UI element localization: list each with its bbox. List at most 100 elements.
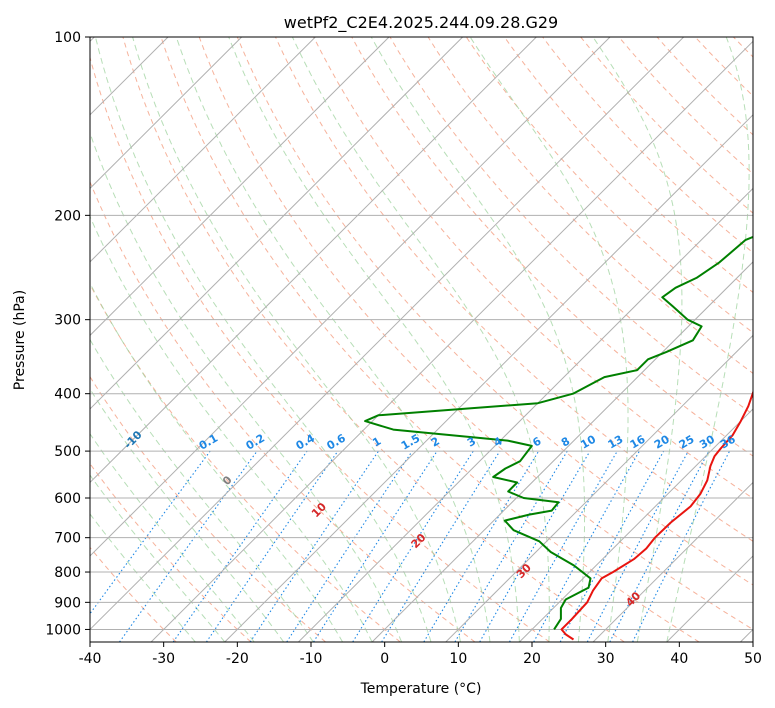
mixing-ratio-line [533,450,640,642]
y-tick-label: 700 [54,531,81,547]
chart-title: wetPf2_C2E4.2025.244.09.28.G29 [284,13,558,33]
x-tick-label: 10 [449,651,467,667]
mixing-ratio-line [479,450,591,642]
y-tick-label: 400 [54,387,81,403]
isotherm-line [298,187,753,642]
dry-adiabat-line [503,37,753,294]
moist-adiabat-line [90,513,196,642]
isotherm-line [90,37,611,557]
y-axis-label: Pressure (hPa) [12,290,28,390]
mixing-ratio-line [509,450,618,642]
moist-adiabat-line [228,37,520,642]
moist-adiabat-line [175,37,491,642]
isotherm-line [90,37,537,484]
moist-adiabat-line [90,131,403,642]
y-tick-label: 200 [54,208,81,224]
isotherm-line [592,481,753,642]
plot-frame [89,36,754,643]
dry-adiabat-label: 10 [309,500,329,520]
moist-adiabat-line [592,37,683,642]
mixing-ratio-line [313,450,438,642]
x-axis: -40 -30 -20 -10 0 10 20 30 40 50 [79,642,762,667]
mixing-ratio-line [423,450,540,642]
mixing-ratio-line [205,450,339,642]
isotherm-line [371,261,753,642]
x-tick-label: -40 [79,651,102,667]
dry-adiabat-label: 0 [220,473,235,488]
y-tick-label: 1000 [45,622,81,638]
mixing-ratio-line [559,450,665,642]
x-tick-label: 30 [597,651,615,667]
y-tick-label: 600 [54,491,81,507]
y-tick-label: 300 [54,313,81,329]
y-tick-label: 500 [54,444,81,460]
dry-adiabat-line [389,37,753,416]
y-tick-label: 100 [54,30,81,46]
mixing-ratio-line [119,450,258,642]
dry-adiabat-line [772,37,775,642]
dry-adiabat-label: 20 [409,531,429,551]
moist-adiabat-line [370,37,586,642]
dewpoint-profile-line [364,235,753,630]
dry-adiabat-line [122,37,625,642]
dry-adiabat-label: 30 [514,561,534,581]
moist-adiabat-line [90,388,285,642]
mixing-ratio-label: 1.5 [399,432,422,453]
x-axis-label: Temperature (°C) [360,681,482,697]
y-axis: 100 200 300 400 500 600 700 800 900 1000 [45,30,90,638]
dry-adiabat-line [580,37,753,214]
x-tick-label: -10 [300,651,323,667]
x-tick-label: 20 [523,651,541,667]
mixing-ratio-line [586,450,689,642]
mixing-ratio-label: 0.1 [197,432,220,453]
profiles [364,235,753,641]
mixing-ratio-label: 25 [677,433,697,452]
mixing-ratio-label: 0.4 [294,431,318,452]
isotherm-line [90,37,464,410]
dry-adiabat-line [694,37,753,97]
isotherm-line [90,37,243,190]
dry-adiabat-line [465,37,753,334]
isotherm-line [666,555,753,642]
dry-adiabat-line [90,180,476,642]
isotherm-line [90,37,390,337]
moist-adiabat-line [132,37,461,642]
isoline-labels: 0.10.20.40.611.52346810131620253036-100-… [121,428,738,609]
moist-adiabat-line [666,37,750,642]
isotherm-line [224,114,753,642]
dry-adiabat-line [427,37,753,374]
dry-adiabat-line [542,37,753,254]
moist-adiabat-line [95,37,432,642]
mixing-ratio-label: 13 [606,433,626,452]
grid-lines [90,37,753,642]
isotherm-line [90,37,316,263]
mixing-ratio-label: 8 [559,435,572,450]
mixing-ratio-label: 30 [697,432,717,451]
moist-adiabat-line [90,282,344,642]
background-lines [90,37,775,642]
y-tick-label: 900 [54,595,81,611]
dry-adiabat-line [90,283,401,642]
isotherm-line [519,408,753,642]
isotherm-line [150,40,753,642]
dry-adiabat-line [198,37,753,631]
x-tick-label: 0 [380,651,389,667]
dry-adiabat-line [618,37,753,175]
mixing-ratio-label: 0.2 [244,432,267,453]
moist-adiabat-line [291,37,550,642]
mixing-ratio-line [172,450,308,642]
moist-adiabat-line [90,215,373,642]
isotherm-line [90,37,685,631]
x-tick-label: -20 [226,651,249,667]
x-tick-label: 40 [670,651,688,667]
moist-adiabat-line [90,432,255,642]
mixing-ratio-line [381,450,501,642]
moist-adiabat-line [90,338,314,642]
moist-adiabat-line [90,474,226,642]
temperature-profile-line [560,389,753,641]
mixing-ratio-label: 16 [628,432,648,451]
dry-adiabat-label: 40 [623,589,643,609]
dry-adiabat-line [90,55,550,642]
dry-adiabat-line [236,37,753,586]
